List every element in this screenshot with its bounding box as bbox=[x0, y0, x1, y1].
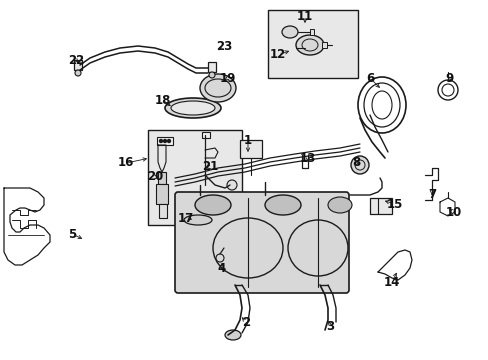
Circle shape bbox=[75, 70, 81, 76]
Text: 4: 4 bbox=[218, 261, 225, 274]
Text: 17: 17 bbox=[178, 211, 194, 225]
Text: 2: 2 bbox=[242, 315, 249, 328]
Text: 8: 8 bbox=[351, 157, 359, 170]
Ellipse shape bbox=[200, 74, 236, 102]
Text: 18: 18 bbox=[155, 94, 171, 107]
Text: 11: 11 bbox=[296, 9, 312, 22]
Text: 6: 6 bbox=[365, 72, 373, 85]
Ellipse shape bbox=[183, 215, 212, 225]
Bar bbox=[148, 130, 242, 225]
Bar bbox=[156, 184, 168, 204]
FancyBboxPatch shape bbox=[175, 192, 348, 293]
Ellipse shape bbox=[164, 98, 221, 118]
Text: 12: 12 bbox=[269, 49, 285, 62]
Bar bbox=[207, 62, 216, 72]
Circle shape bbox=[163, 139, 166, 143]
Bar bbox=[309, 29, 313, 35]
Text: 19: 19 bbox=[220, 72, 236, 85]
Text: 9: 9 bbox=[445, 72, 453, 85]
Circle shape bbox=[216, 254, 224, 262]
Circle shape bbox=[159, 139, 162, 143]
Circle shape bbox=[226, 180, 237, 190]
Text: 3: 3 bbox=[325, 320, 333, 333]
Ellipse shape bbox=[295, 35, 324, 55]
Ellipse shape bbox=[282, 26, 297, 38]
Text: 13: 13 bbox=[299, 152, 315, 165]
Ellipse shape bbox=[224, 330, 241, 340]
Text: 21: 21 bbox=[202, 161, 218, 174]
Text: 14: 14 bbox=[383, 275, 399, 288]
Text: 23: 23 bbox=[215, 40, 232, 53]
Circle shape bbox=[350, 156, 368, 174]
Bar bbox=[369, 198, 391, 214]
Text: 5: 5 bbox=[68, 228, 76, 240]
Text: 7: 7 bbox=[427, 188, 435, 201]
Ellipse shape bbox=[195, 195, 230, 215]
Text: 1: 1 bbox=[244, 134, 251, 147]
Ellipse shape bbox=[327, 197, 351, 213]
Bar bbox=[321, 42, 326, 48]
Bar bbox=[202, 132, 209, 138]
Ellipse shape bbox=[264, 195, 301, 215]
Bar bbox=[267, 10, 357, 78]
Bar bbox=[159, 204, 167, 218]
Text: 20: 20 bbox=[146, 171, 163, 184]
Circle shape bbox=[208, 72, 215, 78]
Bar bbox=[74, 60, 82, 70]
Text: 10: 10 bbox=[445, 206, 461, 219]
Ellipse shape bbox=[171, 101, 215, 115]
Text: 16: 16 bbox=[118, 157, 134, 170]
Bar bbox=[157, 137, 173, 145]
Circle shape bbox=[167, 139, 170, 143]
Text: 15: 15 bbox=[386, 198, 403, 211]
Bar bbox=[158, 172, 165, 184]
Bar bbox=[240, 140, 262, 158]
Text: 22: 22 bbox=[68, 54, 84, 67]
